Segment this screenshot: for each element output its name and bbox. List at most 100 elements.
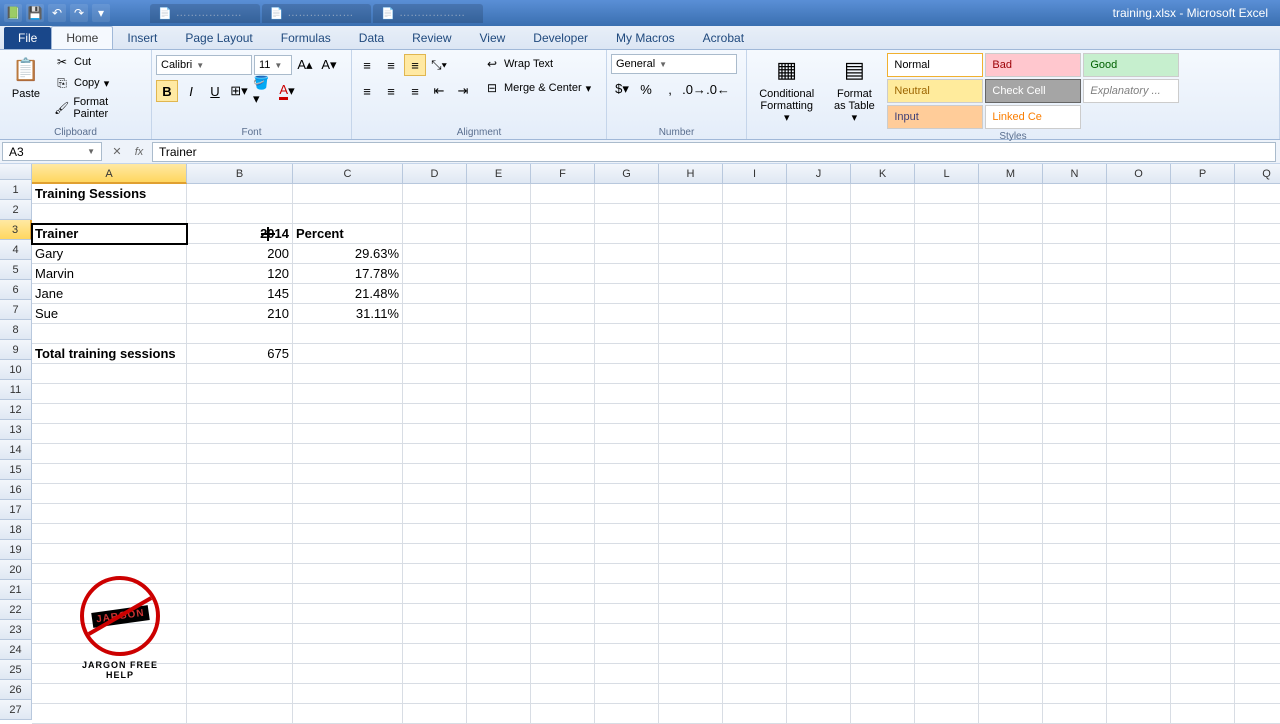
cell[interactable] [293,664,403,684]
cell[interactable] [979,644,1043,664]
indent-decrease-button[interactable]: ⇤ [428,80,450,102]
cell[interactable] [1171,344,1235,364]
cell[interactable] [1043,224,1107,244]
cell[interactable] [1107,264,1171,284]
cell[interactable] [32,484,187,504]
cell[interactable] [979,484,1043,504]
col-header-P[interactable]: P [1171,164,1235,184]
cell-C7[interactable]: 31.11% [293,304,403,324]
cell[interactable] [467,464,531,484]
cell[interactable] [531,464,595,484]
cell[interactable] [32,324,187,344]
align-left-button[interactable]: ≡ [356,80,378,102]
cell[interactable] [595,524,659,544]
cell[interactable] [467,684,531,704]
cell[interactable] [467,244,531,264]
cell[interactable] [531,204,595,224]
cell[interactable] [851,704,915,724]
name-box[interactable]: A3▼ [2,142,102,161]
row-header-19[interactable]: 19 [0,540,32,560]
cell[interactable] [851,604,915,624]
align-top-button[interactable]: ≡ [356,54,378,76]
cell[interactable] [659,244,723,264]
cell[interactable] [1171,224,1235,244]
cell-C4[interactable]: 29.63% [293,244,403,264]
cell[interactable] [403,324,467,344]
cell[interactable] [915,424,979,444]
cell[interactable] [293,404,403,424]
cell[interactable] [787,444,851,464]
cell[interactable] [187,364,293,384]
cell[interactable] [595,324,659,344]
col-header-E[interactable]: E [467,164,531,184]
cell[interactable] [595,504,659,524]
cell[interactable] [32,444,187,464]
row-header-2[interactable]: 2 [0,200,32,220]
cell[interactable] [467,664,531,684]
cell[interactable] [403,704,467,724]
cell[interactable] [1043,424,1107,444]
col-header-Q[interactable]: Q [1235,164,1280,184]
cell[interactable] [1235,384,1280,404]
cell[interactable] [403,664,467,684]
font-size-combo[interactable]: 11▼ [254,55,292,75]
row-header-7[interactable]: 7 [0,300,32,320]
select-all-corner[interactable] [0,164,32,180]
col-header-N[interactable]: N [1043,164,1107,184]
cell[interactable] [293,504,403,524]
cell[interactable] [531,444,595,464]
cell[interactable] [1171,204,1235,224]
cell[interactable] [32,204,187,224]
cell[interactable] [403,504,467,524]
cell[interactable] [787,484,851,504]
cell[interactable] [723,304,787,324]
col-header-A[interactable]: A [32,164,187,184]
cell[interactable] [531,244,595,264]
style-input[interactable]: Input [887,105,983,129]
row-header-6[interactable]: 6 [0,280,32,300]
cell[interactable] [851,464,915,484]
cell[interactable] [1171,664,1235,684]
cell[interactable] [1043,384,1107,404]
cell[interactable] [467,584,531,604]
cell-B5[interactable]: 120 [187,264,293,284]
spreadsheet-grid[interactable]: 1234567891011121314151617181920212223242… [0,164,1280,720]
cell[interactable] [979,664,1043,684]
cell[interactable] [1171,424,1235,444]
cell[interactable] [595,384,659,404]
cell[interactable] [723,544,787,564]
fill-color-button[interactable]: 🪣▾ [252,80,274,102]
cell[interactable] [32,504,187,524]
cell[interactable] [293,484,403,504]
cell[interactable] [531,684,595,704]
cell[interactable] [403,464,467,484]
row-header-10[interactable]: 10 [0,360,32,380]
cell[interactable] [915,284,979,304]
cell[interactable] [187,464,293,484]
cell[interactable] [467,484,531,504]
cell[interactable] [32,424,187,444]
cell[interactable] [723,464,787,484]
cell[interactable] [1043,604,1107,624]
cell[interactable] [979,624,1043,644]
cell[interactable] [787,464,851,484]
cell[interactable] [467,404,531,424]
row-header-5[interactable]: 5 [0,260,32,280]
cell[interactable] [723,644,787,664]
cell[interactable] [1107,604,1171,624]
cell[interactable] [187,204,293,224]
cell[interactable] [659,264,723,284]
cell[interactable] [293,464,403,484]
cell[interactable] [403,184,467,204]
cell[interactable] [1107,224,1171,244]
style-linked-ce[interactable]: Linked Ce [985,105,1081,129]
doc-tab[interactable]: 📄 ……………… [373,4,483,23]
ribbon-tab-home[interactable]: Home [51,26,113,49]
cell[interactable] [915,484,979,504]
cell[interactable] [1107,584,1171,604]
copy-button[interactable]: ⎘Copy ▾ [50,73,147,93]
cell[interactable] [187,544,293,564]
cell[interactable] [659,644,723,664]
row-header-25[interactable]: 25 [0,660,32,680]
cell[interactable] [1043,564,1107,584]
